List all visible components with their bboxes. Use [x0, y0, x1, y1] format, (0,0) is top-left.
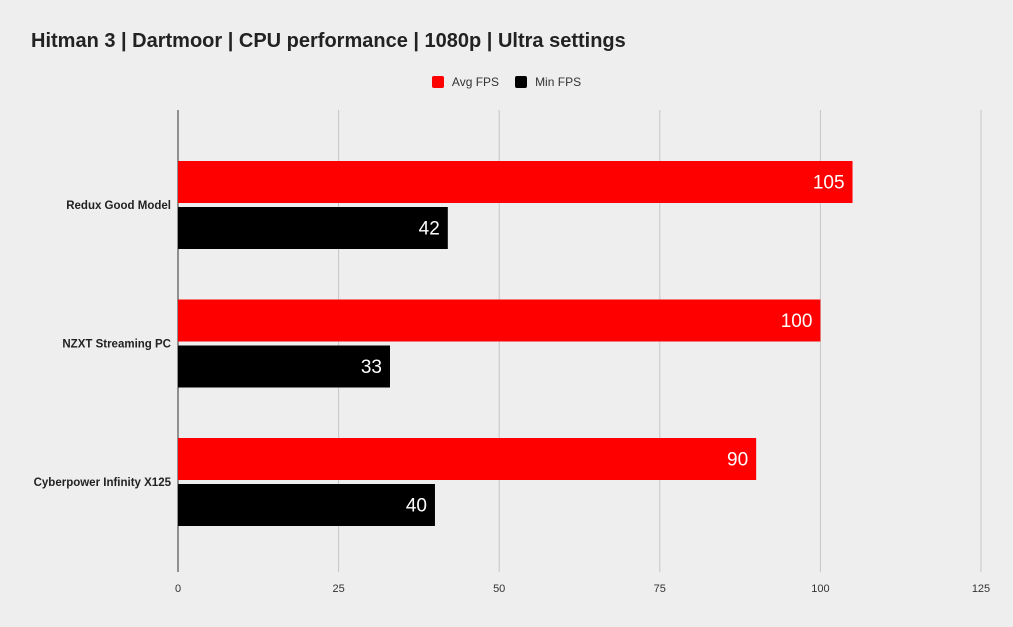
legend-item-avg: Avg FPS [431, 75, 500, 89]
data-label-avg-1: 100 [781, 311, 813, 332]
x-tick-label-50: 50 [493, 583, 505, 595]
legend-label-min: Min FPS [535, 75, 582, 89]
category-label-0: Redux Good Model [66, 200, 171, 212]
bar-avg-1 [178, 299, 821, 342]
data-label-min-2: 40 [406, 496, 427, 517]
x-tick-label-0: 0 [175, 583, 181, 595]
data-label-min-0: 42 [419, 219, 440, 240]
legend-swatch-min [515, 76, 528, 88]
category-label-1: NZXT Streaming PC [62, 339, 171, 351]
bar-avg-0 [178, 161, 853, 203]
data-label-avg-2: 90 [727, 450, 748, 471]
chart-title: Hitman 3 | Dartmoor | CPU performance | … [31, 30, 626, 52]
data-label-min-1: 33 [361, 357, 382, 378]
category-label-2: Cyberpower Infinity X125 [34, 477, 172, 489]
legend-swatch-avg [431, 76, 444, 88]
legend-item-min: Min FPS [515, 75, 581, 89]
legend-label-avg: Avg FPS [451, 75, 500, 89]
bar-min-1 [178, 345, 390, 388]
x-tick-label-125: 125 [972, 583, 990, 595]
x-tick-label-100: 100 [811, 583, 829, 595]
x-tick-label-75: 75 [654, 583, 666, 595]
legend: Avg FPS Min FPS [0, 75, 1013, 89]
bar-avg-2 [178, 438, 757, 480]
bar-min-0 [178, 207, 448, 249]
data-label-avg-0: 105 [813, 173, 845, 194]
bar-min-2 [178, 484, 435, 526]
x-tick-label-25: 25 [332, 583, 344, 595]
